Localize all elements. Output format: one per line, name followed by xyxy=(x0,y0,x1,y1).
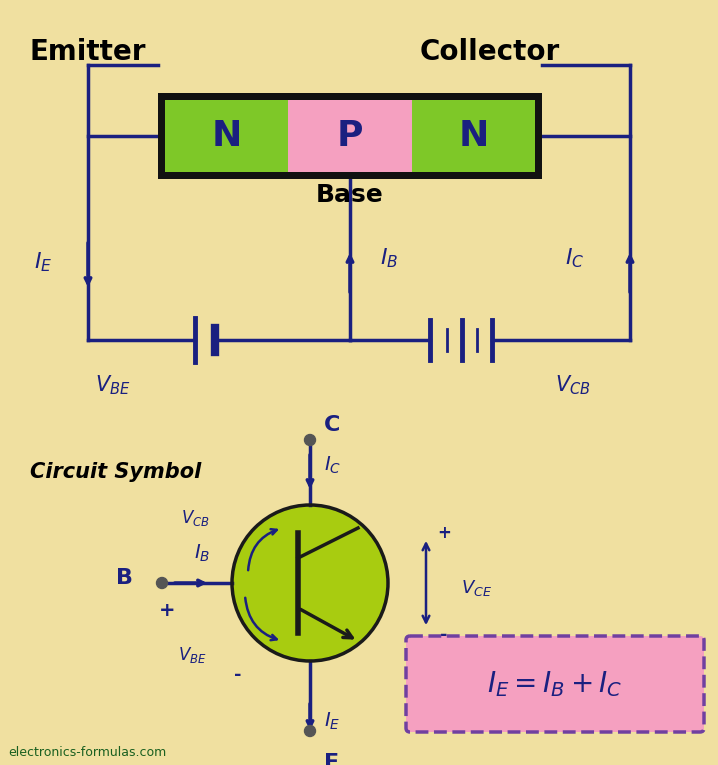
FancyBboxPatch shape xyxy=(406,636,704,732)
Text: $I_C$: $I_C$ xyxy=(565,246,584,270)
Text: $I_B$: $I_B$ xyxy=(194,542,210,564)
Text: Circuit Symbol: Circuit Symbol xyxy=(30,462,201,482)
Text: +: + xyxy=(437,524,451,542)
Text: E: E xyxy=(324,753,339,765)
Circle shape xyxy=(232,505,388,661)
Text: -: - xyxy=(440,626,448,644)
Text: $V_{CB}$: $V_{CB}$ xyxy=(555,373,591,397)
Text: +: + xyxy=(159,601,175,620)
Text: P: P xyxy=(337,119,363,153)
Circle shape xyxy=(304,725,315,737)
Text: $I_B$: $I_B$ xyxy=(380,246,398,270)
Text: electronics-formulas.com: electronics-formulas.com xyxy=(8,746,167,759)
Text: $V_{BE}$: $V_{BE}$ xyxy=(177,645,206,665)
Bar xyxy=(165,100,289,172)
Text: Emitter: Emitter xyxy=(30,38,146,66)
Text: -: - xyxy=(234,666,242,684)
Text: C: C xyxy=(324,415,340,435)
Bar xyxy=(411,100,535,172)
Circle shape xyxy=(157,578,167,588)
Bar xyxy=(289,100,411,172)
Text: B: B xyxy=(116,568,133,588)
Text: Collector: Collector xyxy=(420,38,560,66)
Bar xyxy=(158,93,542,179)
Text: $V_{CE}$: $V_{CE}$ xyxy=(461,578,492,598)
Text: $I_C$: $I_C$ xyxy=(324,454,341,476)
Text: $I_E$: $I_E$ xyxy=(324,711,340,731)
Text: Base: Base xyxy=(316,183,384,207)
Text: $V_{CB}$: $V_{CB}$ xyxy=(181,508,210,528)
Text: N: N xyxy=(458,119,488,153)
Text: $I_E$: $I_E$ xyxy=(34,250,52,274)
Circle shape xyxy=(304,435,315,445)
Text: N: N xyxy=(212,119,242,153)
Text: $V_{BE}$: $V_{BE}$ xyxy=(95,373,131,397)
Text: $I_E = I_B + I_C$: $I_E = I_B + I_C$ xyxy=(488,669,623,699)
